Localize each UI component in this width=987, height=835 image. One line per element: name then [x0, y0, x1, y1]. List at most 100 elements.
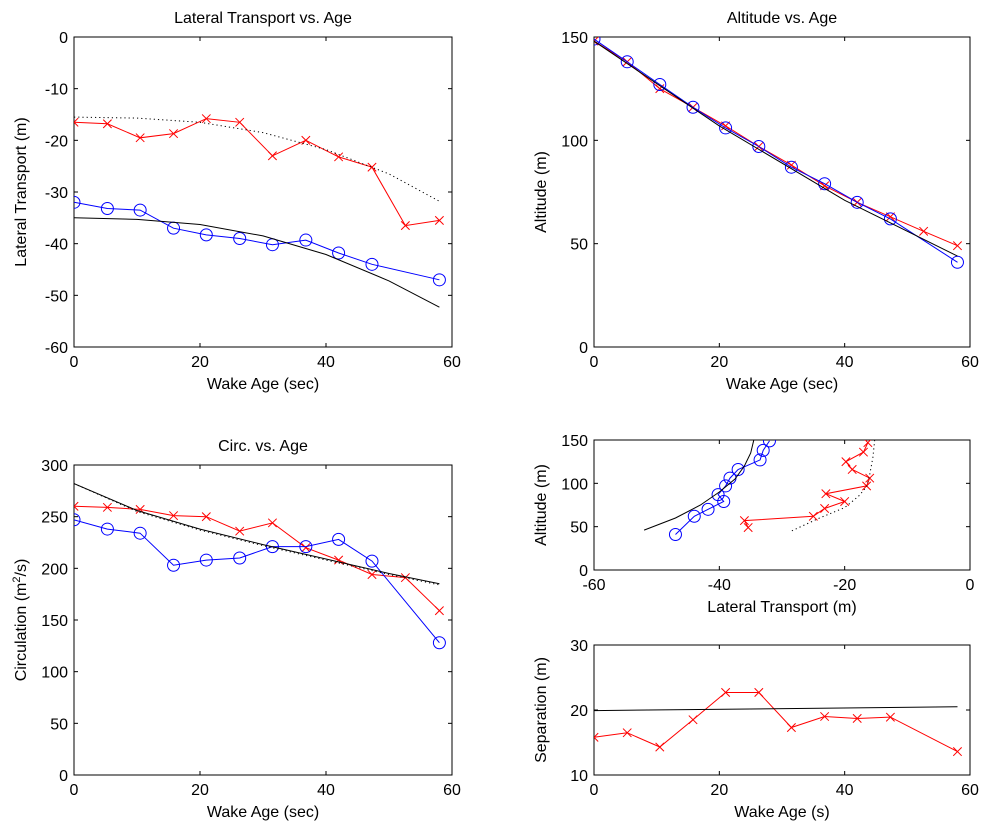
x-tick-label: 20: [191, 782, 209, 799]
marker-stroke: [235, 526, 245, 536]
data-point: [719, 121, 733, 135]
y-tick-label: -40: [45, 237, 68, 254]
marker-stroke: [367, 162, 377, 172]
series-line-1: [74, 118, 440, 227]
x-tick-label: 40: [836, 782, 854, 799]
data-point: [201, 512, 211, 522]
marker-stroke: [885, 712, 895, 722]
y-tick-label: 150: [561, 30, 588, 47]
series-line-3: [74, 116, 440, 202]
y-tick-label: 50: [570, 520, 588, 537]
x-axis-label: Wake Age (sec): [207, 376, 319, 393]
plot-area: [74, 483, 446, 650]
data-point: [135, 133, 145, 143]
marker-stroke: [434, 606, 444, 616]
y-tick-label: 50: [570, 237, 588, 254]
data-point: [199, 553, 213, 567]
data-point: [133, 526, 147, 540]
data-point: [100, 522, 114, 536]
plot-area: [594, 687, 963, 757]
series-line-1: [594, 692, 958, 753]
x-axis-label: Wake Age (s): [734, 804, 829, 821]
y-tick-label: 100: [41, 665, 68, 682]
data-point: [743, 522, 753, 533]
data-point: [365, 554, 379, 568]
data-point: [299, 233, 313, 247]
y-tick-label: 250: [41, 510, 68, 527]
marker-stroke: [301, 543, 311, 553]
data-point: [168, 511, 179, 521]
data-point: [850, 195, 864, 209]
y-tick-label: 0: [579, 340, 588, 357]
y-axis-label: Lateral Transport (m): [13, 117, 30, 266]
marker-stroke: [267, 518, 278, 528]
data-point: [235, 526, 245, 536]
data-point: [594, 37, 601, 46]
y-tick-label: -20: [45, 133, 68, 150]
x-axis-label: Wake Age (sec): [207, 804, 319, 821]
series-line-3: [74, 483, 440, 586]
data-point: [168, 129, 179, 139]
data-point: [883, 212, 897, 226]
data-point: [701, 502, 715, 516]
y-tick-label: 50: [50, 716, 68, 733]
y-tick-label: 10: [570, 768, 588, 785]
x-tick-label: 20: [710, 354, 728, 371]
y-tick-label: -10: [45, 82, 68, 99]
marker-stroke: [840, 496, 850, 507]
series-line-3: [594, 40, 958, 257]
chart-title: Altitude vs. Age: [727, 10, 837, 27]
marker-stroke: [622, 728, 632, 738]
x-tick-label: -60: [582, 577, 605, 594]
marker-stroke: [863, 440, 872, 448]
data-point: [687, 509, 701, 523]
data-point: [820, 503, 830, 514]
data-point: [784, 160, 798, 174]
data-point: [400, 221, 410, 231]
y-tick-label: 200: [41, 561, 68, 578]
y-tick-label: 30: [570, 638, 588, 655]
x-tick-label: 0: [966, 577, 975, 594]
data-point: [721, 687, 731, 698]
chart-panel-1: 0 20 40 60 -60 -50 -40 -30 -20 -10 0 Lateral Transp…: [13, 10, 461, 393]
axes-box: [73, 464, 453, 776]
data-point: [786, 722, 796, 733]
x-tick-label: 60: [443, 782, 461, 799]
data-point: [432, 636, 446, 650]
marker-stroke: [135, 133, 145, 143]
data-point: [167, 558, 181, 572]
series-line-2: [675, 440, 770, 535]
data-point: [754, 687, 764, 698]
chart-panel-2: 0 20 40 60 0 50 100 150 Altitude vs. Age Wake Age…: [533, 10, 979, 393]
series-line-1: [594, 40, 958, 247]
data-point: [753, 453, 767, 467]
marker-stroke: [74, 117, 79, 123]
marker-stroke: [267, 151, 278, 161]
y-tick-label: -60: [45, 340, 68, 357]
x-tick-label: 0: [70, 354, 79, 371]
marker-stroke: [334, 152, 344, 162]
marker-stroke: [721, 687, 731, 698]
data-point: [332, 246, 346, 260]
y-axis-label: Altitude (m): [533, 151, 550, 233]
data-point: [885, 712, 895, 722]
marker-stroke: [594, 37, 599, 42]
marker-stroke: [201, 512, 211, 522]
x-tick-label: 20: [710, 782, 728, 799]
data-point: [620, 55, 634, 69]
data-point: [653, 78, 667, 92]
data-point: [74, 513, 81, 527]
marker-stroke: [102, 119, 112, 129]
marker-stroke: [434, 215, 444, 225]
marker-stroke: [952, 747, 963, 757]
data-point: [756, 443, 770, 457]
data-point: [655, 742, 665, 752]
chart-title: Lateral Transport vs. Age: [174, 10, 352, 27]
marker-stroke: [168, 129, 179, 139]
x-tick-label: 0: [590, 354, 599, 371]
y-tick-label: 100: [561, 133, 588, 150]
data-point: [332, 532, 346, 546]
data-point: [267, 518, 278, 528]
data-point: [719, 479, 733, 493]
data-point: [808, 511, 818, 521]
